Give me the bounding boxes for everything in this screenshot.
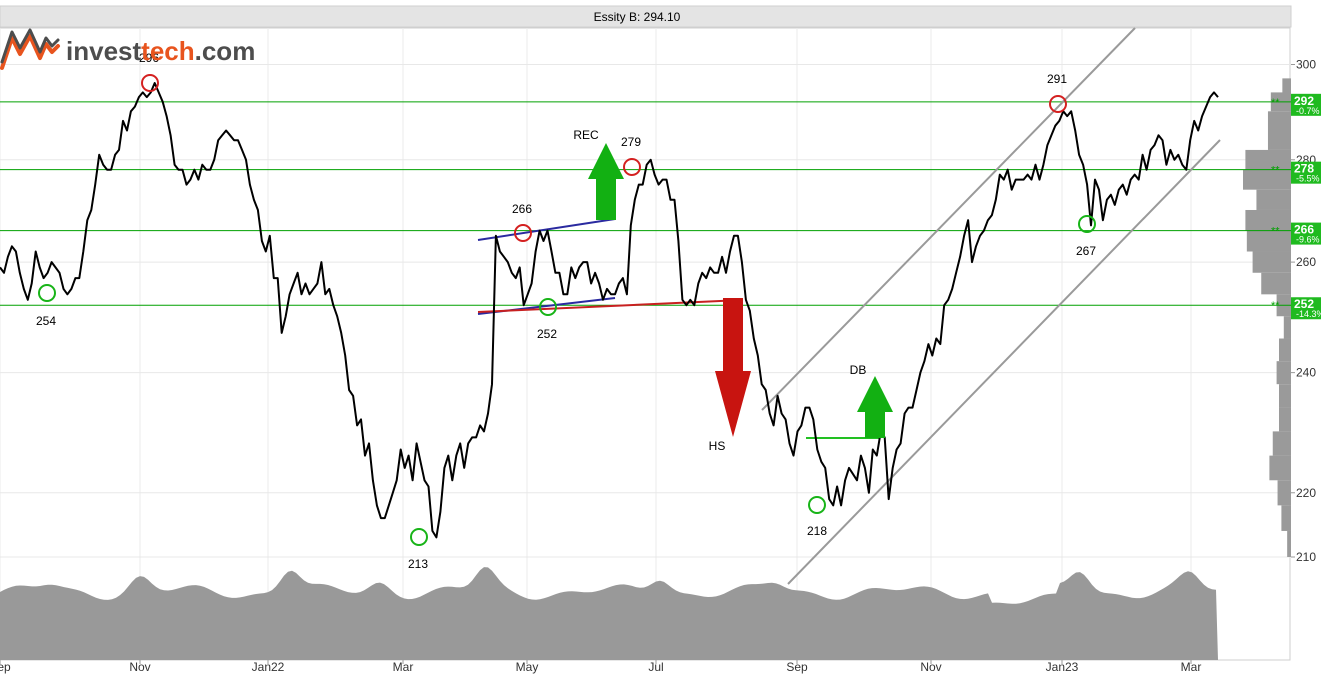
title-bar <box>0 5 1292 28</box>
level-badge <box>1291 222 1321 245</box>
top-marker <box>141 74 159 92</box>
marker-label: 252 <box>537 327 557 341</box>
volume-profile-bar <box>1261 272 1291 295</box>
top-marker <box>1049 95 1067 113</box>
level-badge <box>1291 161 1321 184</box>
logo-text-part: invest <box>66 36 141 66</box>
plot-area <box>0 27 1291 661</box>
y-tick-label: 300 <box>1296 58 1316 72</box>
volume-profile-bar <box>1267 111 1291 131</box>
bottom-marker <box>1078 215 1096 233</box>
x-tick-label: Sep <box>0 660 11 674</box>
x-tick-label: May <box>516 660 539 674</box>
volume-profile-bar <box>1279 338 1291 362</box>
volume-profile-bar <box>1272 431 1291 456</box>
y-tick-label: 260 <box>1296 255 1316 269</box>
volume-profile-bar <box>1287 530 1291 557</box>
level-badge <box>1291 93 1321 116</box>
rec-up-arrow <box>588 143 624 220</box>
volume-profile-bar <box>1267 130 1291 150</box>
volume-profile-bar <box>1282 78 1291 98</box>
logo-text: investtech.com <box>66 36 255 66</box>
x-tick-label: Jan23 <box>1046 660 1079 674</box>
pattern-label-rec: REC <box>573 128 599 142</box>
logo: investtech.com <box>0 28 255 70</box>
y-tick-label: 210 <box>1296 550 1316 564</box>
level-badge-value: 266 <box>1294 223 1314 237</box>
bottom-marker <box>38 284 56 302</box>
top-marker <box>514 224 532 242</box>
chart-title: Essity B: 294.10 <box>594 10 681 24</box>
level-badge-pct: -5.5% <box>1296 174 1320 184</box>
volume-profile-bar <box>1245 149 1291 170</box>
marker-label: 296 <box>139 51 159 65</box>
level-badge-pct: -0.7% <box>1296 106 1320 116</box>
level-badge-value: 278 <box>1294 162 1314 176</box>
top-marker <box>623 158 641 176</box>
marker-label: 279 <box>621 135 641 149</box>
marker-label: 267 <box>1076 244 1096 258</box>
level-badge-pct: -14.3% <box>1296 309 1321 319</box>
marker-label: 291 <box>1047 72 1067 86</box>
volume-area <box>0 567 1218 660</box>
x-tick-label: Mar <box>393 660 414 674</box>
x-tick-label: Mar <box>1181 660 1202 674</box>
x-tick-label: Nov <box>920 660 941 674</box>
volume-profile-bar <box>1256 189 1291 210</box>
level-stars: ** <box>1271 226 1280 238</box>
marker-label: 218 <box>807 524 827 538</box>
volume-profile-bar <box>1281 505 1291 531</box>
bottom-marker <box>808 496 826 514</box>
volume-profile-bar <box>1246 230 1291 252</box>
bottom-marker <box>539 298 557 316</box>
y-tick-label: 240 <box>1296 366 1316 380</box>
level-badge-value: 252 <box>1294 297 1314 311</box>
x-tick-label: Sep <box>786 660 808 674</box>
logo-text-part: .com <box>195 36 256 66</box>
pattern-label-db: DB <box>850 363 867 377</box>
logo-text-part: tech <box>141 36 194 66</box>
db-up-arrow <box>857 376 893 438</box>
level-stars: ** <box>1271 300 1280 312</box>
volume-profile-bar <box>1245 209 1291 231</box>
volume-profile-bar <box>1276 361 1291 385</box>
level-badge-value: 292 <box>1294 94 1314 108</box>
level-stars: ** <box>1271 165 1280 177</box>
marker-label: 266 <box>512 202 532 216</box>
volume-profile-bar <box>1279 407 1291 432</box>
volume-profile-bar <box>1252 251 1291 273</box>
level-stars: ** <box>1271 97 1280 109</box>
volume-profile-bar <box>1283 316 1291 339</box>
level-badge-pct: -9.6% <box>1296 235 1320 245</box>
investtech-logo-icon <box>0 34 60 70</box>
volume-profile-bar <box>1243 169 1291 190</box>
x-tick-label: Jul <box>648 660 663 674</box>
level-badge <box>1291 297 1321 320</box>
pattern-label-hs: HS <box>709 439 726 453</box>
channel-upper-line <box>761 27 1136 411</box>
volume-profile-bar <box>1269 455 1291 481</box>
hs-down-arrow <box>715 298 751 437</box>
x-tick-label: Jan22 <box>252 660 285 674</box>
investtech-logo-icon <box>0 28 60 64</box>
hs-neckline <box>477 299 743 313</box>
y-tick-label: 220 <box>1296 486 1316 500</box>
bottom-marker <box>410 528 428 546</box>
x-tick-label: Nov <box>129 660 150 674</box>
channel-lower-line <box>787 139 1221 585</box>
marker-label: 254 <box>36 314 56 328</box>
rec-upper-line <box>477 218 616 241</box>
price-line <box>0 82 1219 539</box>
volume-profile-bar <box>1277 480 1291 506</box>
volume-profile-bar <box>1279 384 1291 408</box>
marker-label: 213 <box>408 557 428 571</box>
